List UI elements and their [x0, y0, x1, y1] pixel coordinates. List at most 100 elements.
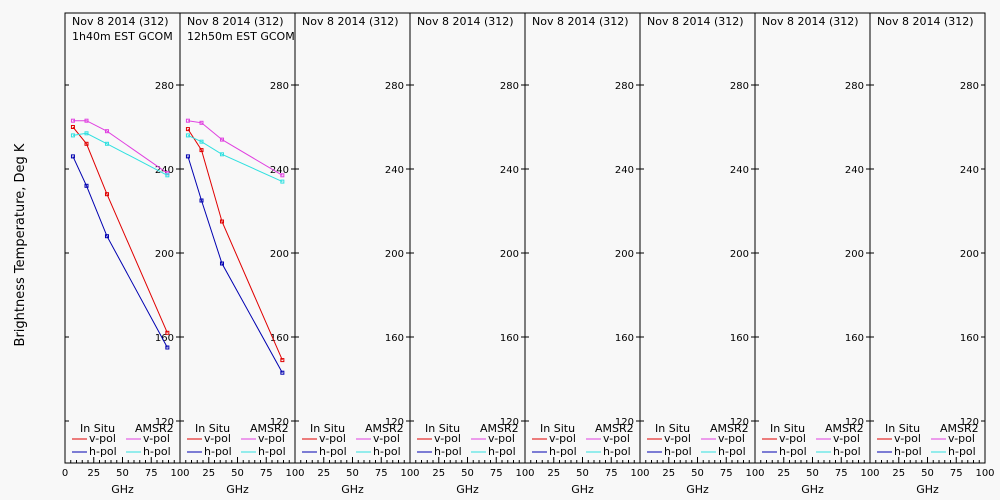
- x-tick-label: 50: [461, 468, 474, 479]
- legend-amsr2-header: AMSR2: [940, 422, 979, 435]
- legend-amsr2-v-label: v-pol: [373, 432, 400, 445]
- x-tick-label: 75: [145, 468, 158, 479]
- x-tick-label: 25: [317, 468, 330, 479]
- y-tick-label: 160: [270, 333, 289, 344]
- legend-insitu-h-label: h-pol: [549, 445, 577, 458]
- data-point: [199, 148, 204, 153]
- data-point: [84, 131, 89, 136]
- legend-insitu-h-label: h-pol: [664, 445, 692, 458]
- legend-insitu-header: In Situ: [310, 422, 345, 435]
- data-point: [185, 127, 190, 132]
- series-line-4: [72, 132, 168, 176]
- x-tick-label: 75: [835, 468, 848, 479]
- data-point: [165, 173, 170, 178]
- legend-insitu-h-label: h-pol: [894, 445, 922, 458]
- legend-insitu-header: In Situ: [425, 422, 460, 435]
- x-tick-label: 50: [576, 468, 589, 479]
- panel-5: Nov 8 2014 (312) 120 160 200 240 280 25 50 75 100…: [524, 12, 650, 496]
- data-point: [280, 358, 285, 363]
- panel-subtitle: 12h50m EST GCOM: [187, 30, 295, 43]
- legend-amsr2-h-label: h-pol: [488, 445, 516, 458]
- x-tick-label: 75: [375, 468, 388, 479]
- x-tick-label: 75: [605, 468, 618, 479]
- x-tick-label: 50: [921, 468, 934, 479]
- legend-amsr2-header: AMSR2: [595, 422, 634, 435]
- legend-amsr2-h-label: h-pol: [258, 445, 286, 458]
- legend-insitu-v-label: v-pol: [434, 432, 461, 445]
- x-tick-label: 25: [432, 468, 445, 479]
- y-tick-label: 280: [270, 81, 289, 92]
- y-tick-label: 280: [500, 81, 519, 92]
- legend-insitu-h-label: h-pol: [434, 445, 462, 458]
- y-tick-label: 160: [385, 333, 404, 344]
- legend-amsr2-v-label: v-pol: [833, 432, 860, 445]
- x-tick-label: 25: [777, 468, 790, 479]
- legend-amsr2-v-label: v-pol: [143, 432, 170, 445]
- panel-title: Nov 8 2014 (312): [532, 15, 629, 28]
- x-axis-label: GHz: [111, 483, 134, 496]
- data-point: [165, 171, 170, 176]
- data-point: [70, 154, 75, 159]
- y-tick-label: 160: [960, 333, 979, 344]
- legend-insitu-h-label: h-pol: [89, 445, 117, 458]
- x-axis-label: GHz: [916, 483, 939, 496]
- data-point: [199, 139, 204, 144]
- y-axis-label: Brightness Temperature, Deg K: [13, 143, 28, 346]
- x-tick-label: 100: [400, 468, 419, 479]
- legend-amsr2-v-label: v-pol: [258, 432, 285, 445]
- panel-title: Nov 8 2014 (312): [647, 15, 744, 28]
- legend-amsr2-header: AMSR2: [710, 422, 749, 435]
- y-tick-label: 280: [385, 81, 404, 92]
- data-point: [104, 141, 109, 146]
- y-tick-label: 160: [500, 333, 519, 344]
- data-point: [219, 261, 224, 266]
- legend-insitu-v-label: v-pol: [89, 432, 116, 445]
- data-point: [185, 118, 190, 123]
- panel-3: Nov 8 2014 (312) 120 160 200 240 280 25 50 75 100…: [294, 12, 420, 496]
- x-tick-label: 25: [547, 468, 560, 479]
- y-tick-label: 200: [500, 249, 519, 260]
- y-tick-label: 200: [385, 249, 404, 260]
- x-axis-label: GHz: [456, 483, 479, 496]
- series-line-1: [72, 126, 168, 333]
- panel-title: Nov 8 2014 (312): [187, 15, 284, 28]
- y-tick-label: 120: [845, 417, 864, 428]
- y-tick-label: 280: [615, 81, 634, 92]
- data-point: [165, 345, 170, 350]
- y-tick-label: 240: [500, 165, 519, 176]
- data-point: [185, 154, 190, 159]
- data-point: [70, 118, 75, 123]
- legend-insitu-header: In Situ: [195, 422, 230, 435]
- legend-insitu-header: In Situ: [770, 422, 805, 435]
- x-tick-label: 100: [745, 468, 764, 479]
- series-line-3: [187, 120, 283, 176]
- series-line-3: [72, 120, 168, 174]
- panels: Nov 8 2014 (312) 1h40m EST GCOM 120 160 200 2…: [62, 12, 995, 496]
- legend-amsr2-header: AMSR2: [825, 422, 864, 435]
- x-axis-label: GHz: [801, 483, 824, 496]
- y-tick-label: 120: [730, 417, 749, 428]
- x-axis-label: GHz: [226, 483, 249, 496]
- panel-4: Nov 8 2014 (312) 120 160 200 240 280 25 50 75 100…: [409, 12, 535, 496]
- y-tick-label: 200: [270, 249, 289, 260]
- x-tick-label: 100: [285, 468, 304, 479]
- data-point: [185, 133, 190, 138]
- legend-insitu-header: In Situ: [540, 422, 575, 435]
- y-tick-label: 200: [155, 249, 174, 260]
- y-tick-label: 240: [270, 165, 289, 176]
- series-line-4: [187, 134, 283, 183]
- x-tick-label: 100: [170, 468, 189, 479]
- x-tick-label: 75: [720, 468, 733, 479]
- x-axis-label: GHz: [571, 483, 594, 496]
- x-tick-label: 50: [231, 468, 244, 479]
- data-point: [280, 173, 285, 178]
- x-tick-label: 75: [950, 468, 963, 479]
- panel-6: Nov 8 2014 (312) 120 160 200 240 280 25 50 75 100…: [639, 12, 765, 496]
- y-tick-label: 280: [730, 81, 749, 92]
- legend-insitu-h-label: h-pol: [779, 445, 807, 458]
- x-tick-label: 50: [116, 468, 129, 479]
- data-point: [219, 152, 224, 157]
- y-tick-label: 240: [845, 165, 864, 176]
